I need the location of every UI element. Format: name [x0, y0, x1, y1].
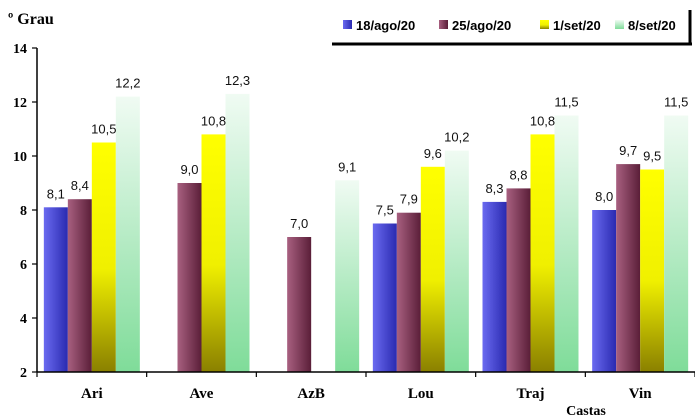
bar	[43, 207, 68, 372]
legend-swatch	[615, 20, 624, 29]
data-label: 8,3	[485, 181, 503, 196]
data-label: 10,5	[91, 122, 116, 137]
x-tick-label: Lou	[408, 386, 434, 402]
legend-label: 18/ago/20	[356, 18, 415, 33]
bar	[616, 164, 641, 372]
legend-label: 25/ago/20	[452, 18, 511, 33]
bar	[335, 180, 360, 372]
x-tick-label: Ave	[190, 386, 214, 402]
legend-swatch	[343, 20, 352, 29]
y-tick-label: 14	[13, 42, 27, 57]
bar	[201, 134, 226, 372]
data-label: 10,8	[201, 113, 226, 128]
data-label: 12,2	[115, 76, 140, 91]
y-tick-label: 10	[13, 150, 27, 165]
x-tick-label: Traj	[516, 386, 544, 402]
data-label: 11,5	[554, 95, 578, 110]
data-label: 11,5	[664, 95, 688, 110]
x-axis-label: Castas	[566, 404, 606, 418]
bar	[91, 142, 116, 372]
data-label: 9,7	[619, 143, 637, 158]
bars	[43, 93, 689, 373]
bar	[554, 115, 579, 372]
legend: 18/ago/20 25/ago/20 1/set/20 8/set/20	[332, 10, 692, 46]
data-label: 9,5	[643, 149, 661, 164]
bar	[67, 199, 92, 372]
y-tick-label: 6	[20, 258, 27, 273]
bar	[530, 134, 555, 372]
y-tick-label: 4	[20, 312, 27, 327]
value-labels: 8,1 8,4 10,5 12,2 9,0 10,8 12,3 7,0 9,1 7,5 7,9 9,6…	[47, 73, 689, 231]
bar	[482, 201, 507, 372]
x-ticks: Ari Ave AzB Lou Traj Vin	[36, 372, 695, 402]
data-label: 10,2	[444, 130, 469, 145]
bar	[506, 188, 531, 372]
data-label: 7,0	[290, 216, 308, 231]
data-label: 9,1	[338, 159, 356, 174]
data-label: 9,0	[180, 162, 198, 177]
bar	[225, 93, 250, 373]
data-label: 8,4	[71, 178, 89, 193]
x-tick-label: Ari	[81, 386, 103, 402]
bar	[372, 223, 397, 372]
bar	[396, 212, 421, 372]
legend-swatch	[439, 20, 448, 29]
y-axis-label: º Grau	[8, 11, 54, 28]
data-label: 8,8	[509, 167, 527, 182]
bar	[420, 166, 445, 372]
bar	[177, 183, 202, 372]
data-label: 7,5	[376, 203, 394, 218]
data-label: 8,1	[47, 186, 65, 201]
bar	[444, 150, 469, 372]
bar	[115, 96, 140, 372]
y-ticks: 2 4 6 8 10 12 14	[13, 42, 37, 381]
y-tick-label: 2	[20, 366, 27, 381]
data-label: 8,0	[595, 189, 613, 204]
legend-label: 8/set/20	[628, 18, 676, 33]
data-label: 7,9	[400, 192, 418, 207]
x-tick-label: AzB	[297, 386, 325, 402]
bar	[592, 210, 617, 372]
legend-box	[332, 10, 690, 44]
bar	[287, 237, 312, 372]
bar	[664, 115, 689, 372]
legend-label: 1/set/20	[553, 18, 601, 33]
y-tick-label: 8	[20, 204, 27, 219]
data-label: 12,3	[225, 73, 250, 88]
y-tick-label: 12	[13, 96, 27, 111]
data-label: 9,6	[424, 146, 442, 161]
legend-swatch	[540, 20, 549, 29]
data-label: 10,8	[530, 113, 555, 128]
bar	[640, 169, 665, 372]
x-tick-label: Vin	[629, 386, 652, 402]
